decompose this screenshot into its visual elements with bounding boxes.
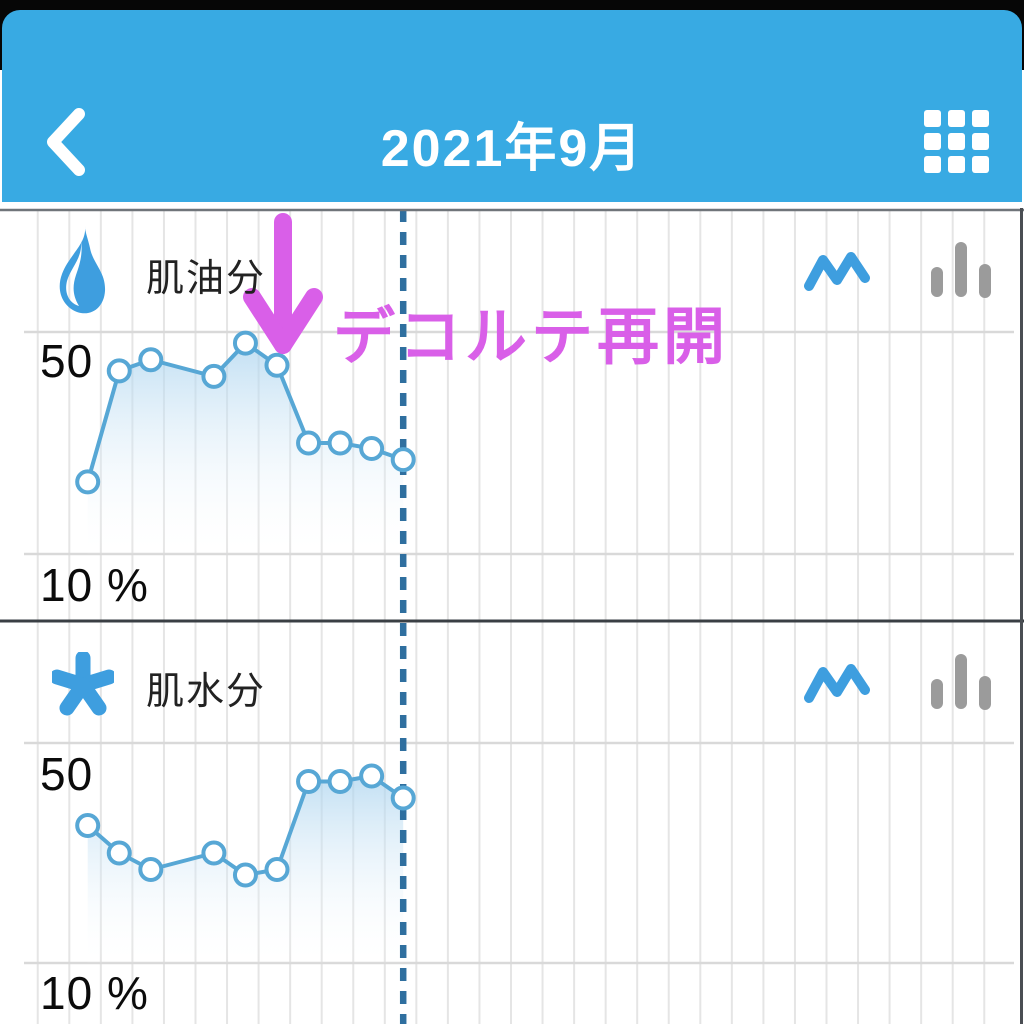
y-min-label-moisture: 10 %: [40, 967, 149, 1019]
data-line: [86, 774, 405, 877]
bar-chart-icon: [931, 242, 991, 298]
y-max-label-oil: 50: [40, 335, 94, 387]
chart-title-moisture: 肌水分: [146, 671, 267, 713]
data-point: [359, 436, 385, 462]
page-title: 2021年9月: [380, 120, 644, 178]
line-chart-icon: [804, 663, 870, 703]
navigation-bar: 2021年9月: [2, 10, 1022, 202]
area-fill: [87, 343, 404, 554]
data-point: [327, 430, 353, 456]
data-point: [232, 862, 258, 888]
data-point: [327, 769, 353, 794]
charts-page: 肌油分 50 10 %: [0, 202, 1024, 1024]
data-point: [390, 447, 416, 473]
chart-title-oil: 肌油分: [146, 258, 267, 300]
grid-view-icon: [924, 109, 989, 173]
data-point: [138, 857, 164, 882]
data-point: [264, 352, 290, 378]
y-max-label-moisture: 50: [40, 748, 94, 800]
down-arrow-icon: [243, 213, 323, 354]
grid-view-button[interactable]: [920, 106, 996, 182]
line-chart-icon: [804, 251, 870, 291]
back-button[interactable]: [30, 98, 100, 188]
data-point: [201, 840, 227, 866]
y-min-label-oil: 10 %: [40, 559, 149, 611]
chart-canvas[interactable]: [0, 202, 1024, 1024]
bar-chart-toggle-oil[interactable]: [926, 240, 996, 302]
asterisk-icon: [52, 652, 114, 716]
area-fill: [87, 776, 404, 963]
data-point: [106, 358, 132, 384]
bar-chart-icon: [931, 654, 991, 710]
data-point: [296, 769, 322, 794]
chevron-left-icon: [47, 107, 85, 176]
line-chart-toggle-moisture[interactable]: [802, 660, 872, 710]
data-point: [106, 840, 132, 866]
line-chart-toggle-oil[interactable]: [802, 248, 872, 298]
data-point: [296, 430, 322, 456]
data-point: [138, 347, 164, 373]
bar-chart-toggle-moisture[interactable]: [926, 652, 996, 714]
data-point: [390, 785, 416, 811]
next-page-edge: [1020, 208, 1023, 1024]
data-point: [264, 857, 290, 882]
annotation-text: デコルテ再開: [333, 303, 730, 372]
data-point: [359, 763, 385, 789]
flame-icon: [59, 226, 106, 314]
data-point: [75, 469, 101, 495]
data-line: [85, 341, 404, 483]
data-point: [201, 363, 227, 389]
data-point: [75, 813, 101, 838]
data-point: [232, 330, 258, 356]
